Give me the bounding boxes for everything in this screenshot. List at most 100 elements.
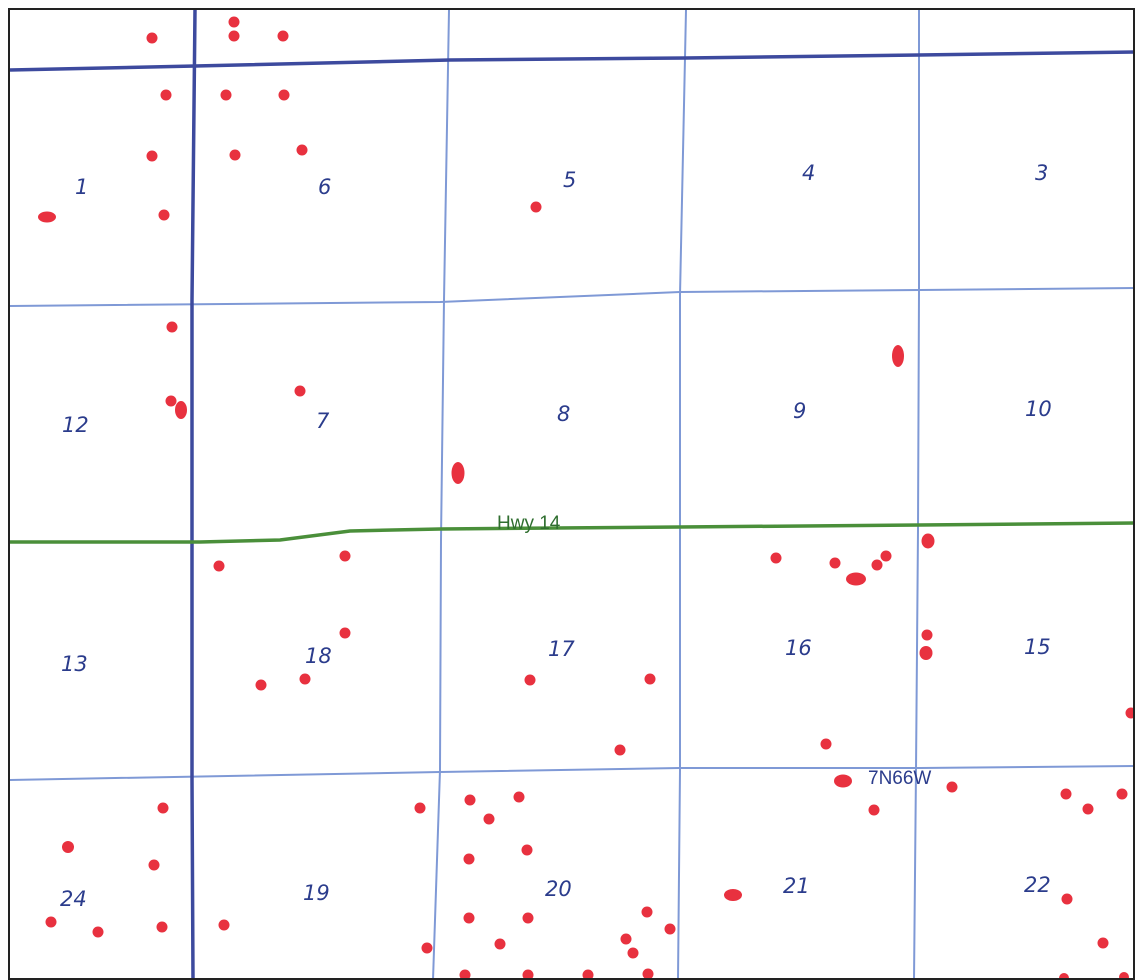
well-markers: [38, 16, 1135, 980]
well-marker: [642, 968, 654, 980]
well-marker: [820, 738, 832, 750]
well-marker: [157, 802, 169, 814]
well-marker: [255, 679, 267, 691]
well-marker: [641, 906, 653, 918]
well-marker: [834, 774, 852, 788]
well-marker: [582, 969, 594, 980]
township-label: 7N66W: [868, 768, 931, 789]
well-marker: [919, 646, 933, 660]
section-label: 3: [1035, 161, 1048, 185]
well-marker: [868, 804, 880, 816]
well-marker: [724, 889, 742, 901]
well-marker: [299, 673, 311, 685]
well-marker: [166, 321, 178, 333]
section-label: 24: [60, 887, 87, 911]
well-marker: [421, 942, 433, 954]
section-label: 17: [548, 637, 575, 661]
map-frame: [8, 8, 1135, 980]
section-label: 15: [1024, 635, 1051, 659]
well-marker: [522, 912, 534, 924]
section-label: 21: [783, 874, 810, 898]
well-marker: [45, 916, 57, 928]
well-marker: [277, 30, 289, 42]
well-marker: [146, 32, 158, 44]
well-marker: [946, 781, 958, 793]
well-marker: [463, 853, 475, 865]
well-marker: [871, 559, 883, 571]
well-marker: [1116, 788, 1128, 800]
section-label: 18: [305, 644, 332, 668]
well-marker: [213, 560, 225, 572]
well-marker: [459, 969, 471, 980]
well-marker: [92, 926, 104, 938]
well-marker: [524, 674, 536, 686]
section-label: 20: [545, 877, 572, 901]
section-line-v-1: [432, 9, 450, 980]
section-line-v-2: [677, 9, 687, 980]
township-line-h: [9, 50, 1135, 72]
well-marker: [1060, 788, 1072, 800]
well-marker: [829, 557, 841, 569]
section-label: 5: [563, 168, 576, 192]
section-label: 10: [1025, 397, 1052, 421]
section-label: 8: [557, 402, 570, 426]
well-marker: [530, 201, 542, 213]
well-marker: [220, 89, 232, 101]
section-label: 19: [303, 881, 330, 905]
well-marker: [165, 395, 177, 407]
well-marker: [483, 813, 495, 825]
well-marker: [146, 150, 158, 162]
well-marker: [463, 912, 475, 924]
well-marker: [229, 149, 241, 161]
section-labels: 1 6 5 4 3 12 7 8 9 10 13 18 17 16 15 24 …: [60, 161, 1052, 911]
well-marker: [278, 89, 290, 101]
well-marker: [62, 841, 74, 853]
well-marker: [1125, 707, 1135, 719]
well-marker: [921, 629, 933, 641]
section-label: 22: [1024, 873, 1051, 897]
well-marker: [620, 933, 632, 945]
well-marker: [414, 802, 426, 814]
well-marker: [339, 550, 351, 562]
section-label: 4: [802, 161, 815, 185]
section-label: 12: [62, 413, 89, 437]
well-marker: [158, 209, 170, 221]
well-marker: [160, 89, 172, 101]
well-marker: [175, 401, 187, 419]
section-label: 13: [61, 652, 88, 676]
well-marker: [1097, 937, 1109, 949]
well-marker: [770, 552, 782, 564]
section-label: 7: [316, 409, 330, 433]
highway-label: Hwy 14: [497, 513, 561, 534]
highway-14: [10, 521, 1135, 544]
well-marker: [521, 844, 533, 856]
section-lines: [9, 9, 1135, 980]
well-marker: [339, 627, 351, 639]
well-marker: [846, 572, 866, 586]
well-marker: [148, 859, 160, 871]
well-marker: [614, 744, 626, 756]
well-marker: [156, 921, 168, 933]
well-marker: [218, 919, 230, 931]
section-label: 6: [318, 175, 331, 199]
section-label: 16: [785, 636, 812, 660]
section-label: 9: [793, 399, 806, 423]
well-marker: [38, 211, 56, 223]
well-marker: [228, 16, 240, 28]
well-marker: [644, 673, 656, 685]
well-marker: [494, 938, 506, 950]
well-marker: [294, 385, 306, 397]
well-marker: [627, 947, 639, 959]
well-marker: [464, 794, 476, 806]
well-marker: [228, 30, 240, 42]
well-marker: [513, 791, 525, 803]
well-marker: [921, 533, 935, 549]
well-marker: [522, 969, 534, 980]
township-lines: [9, 9, 1135, 980]
well-marker: [1082, 803, 1094, 815]
township-line-v: [190, 9, 197, 980]
section-label: 1: [75, 175, 88, 199]
well-marker: [296, 144, 308, 156]
